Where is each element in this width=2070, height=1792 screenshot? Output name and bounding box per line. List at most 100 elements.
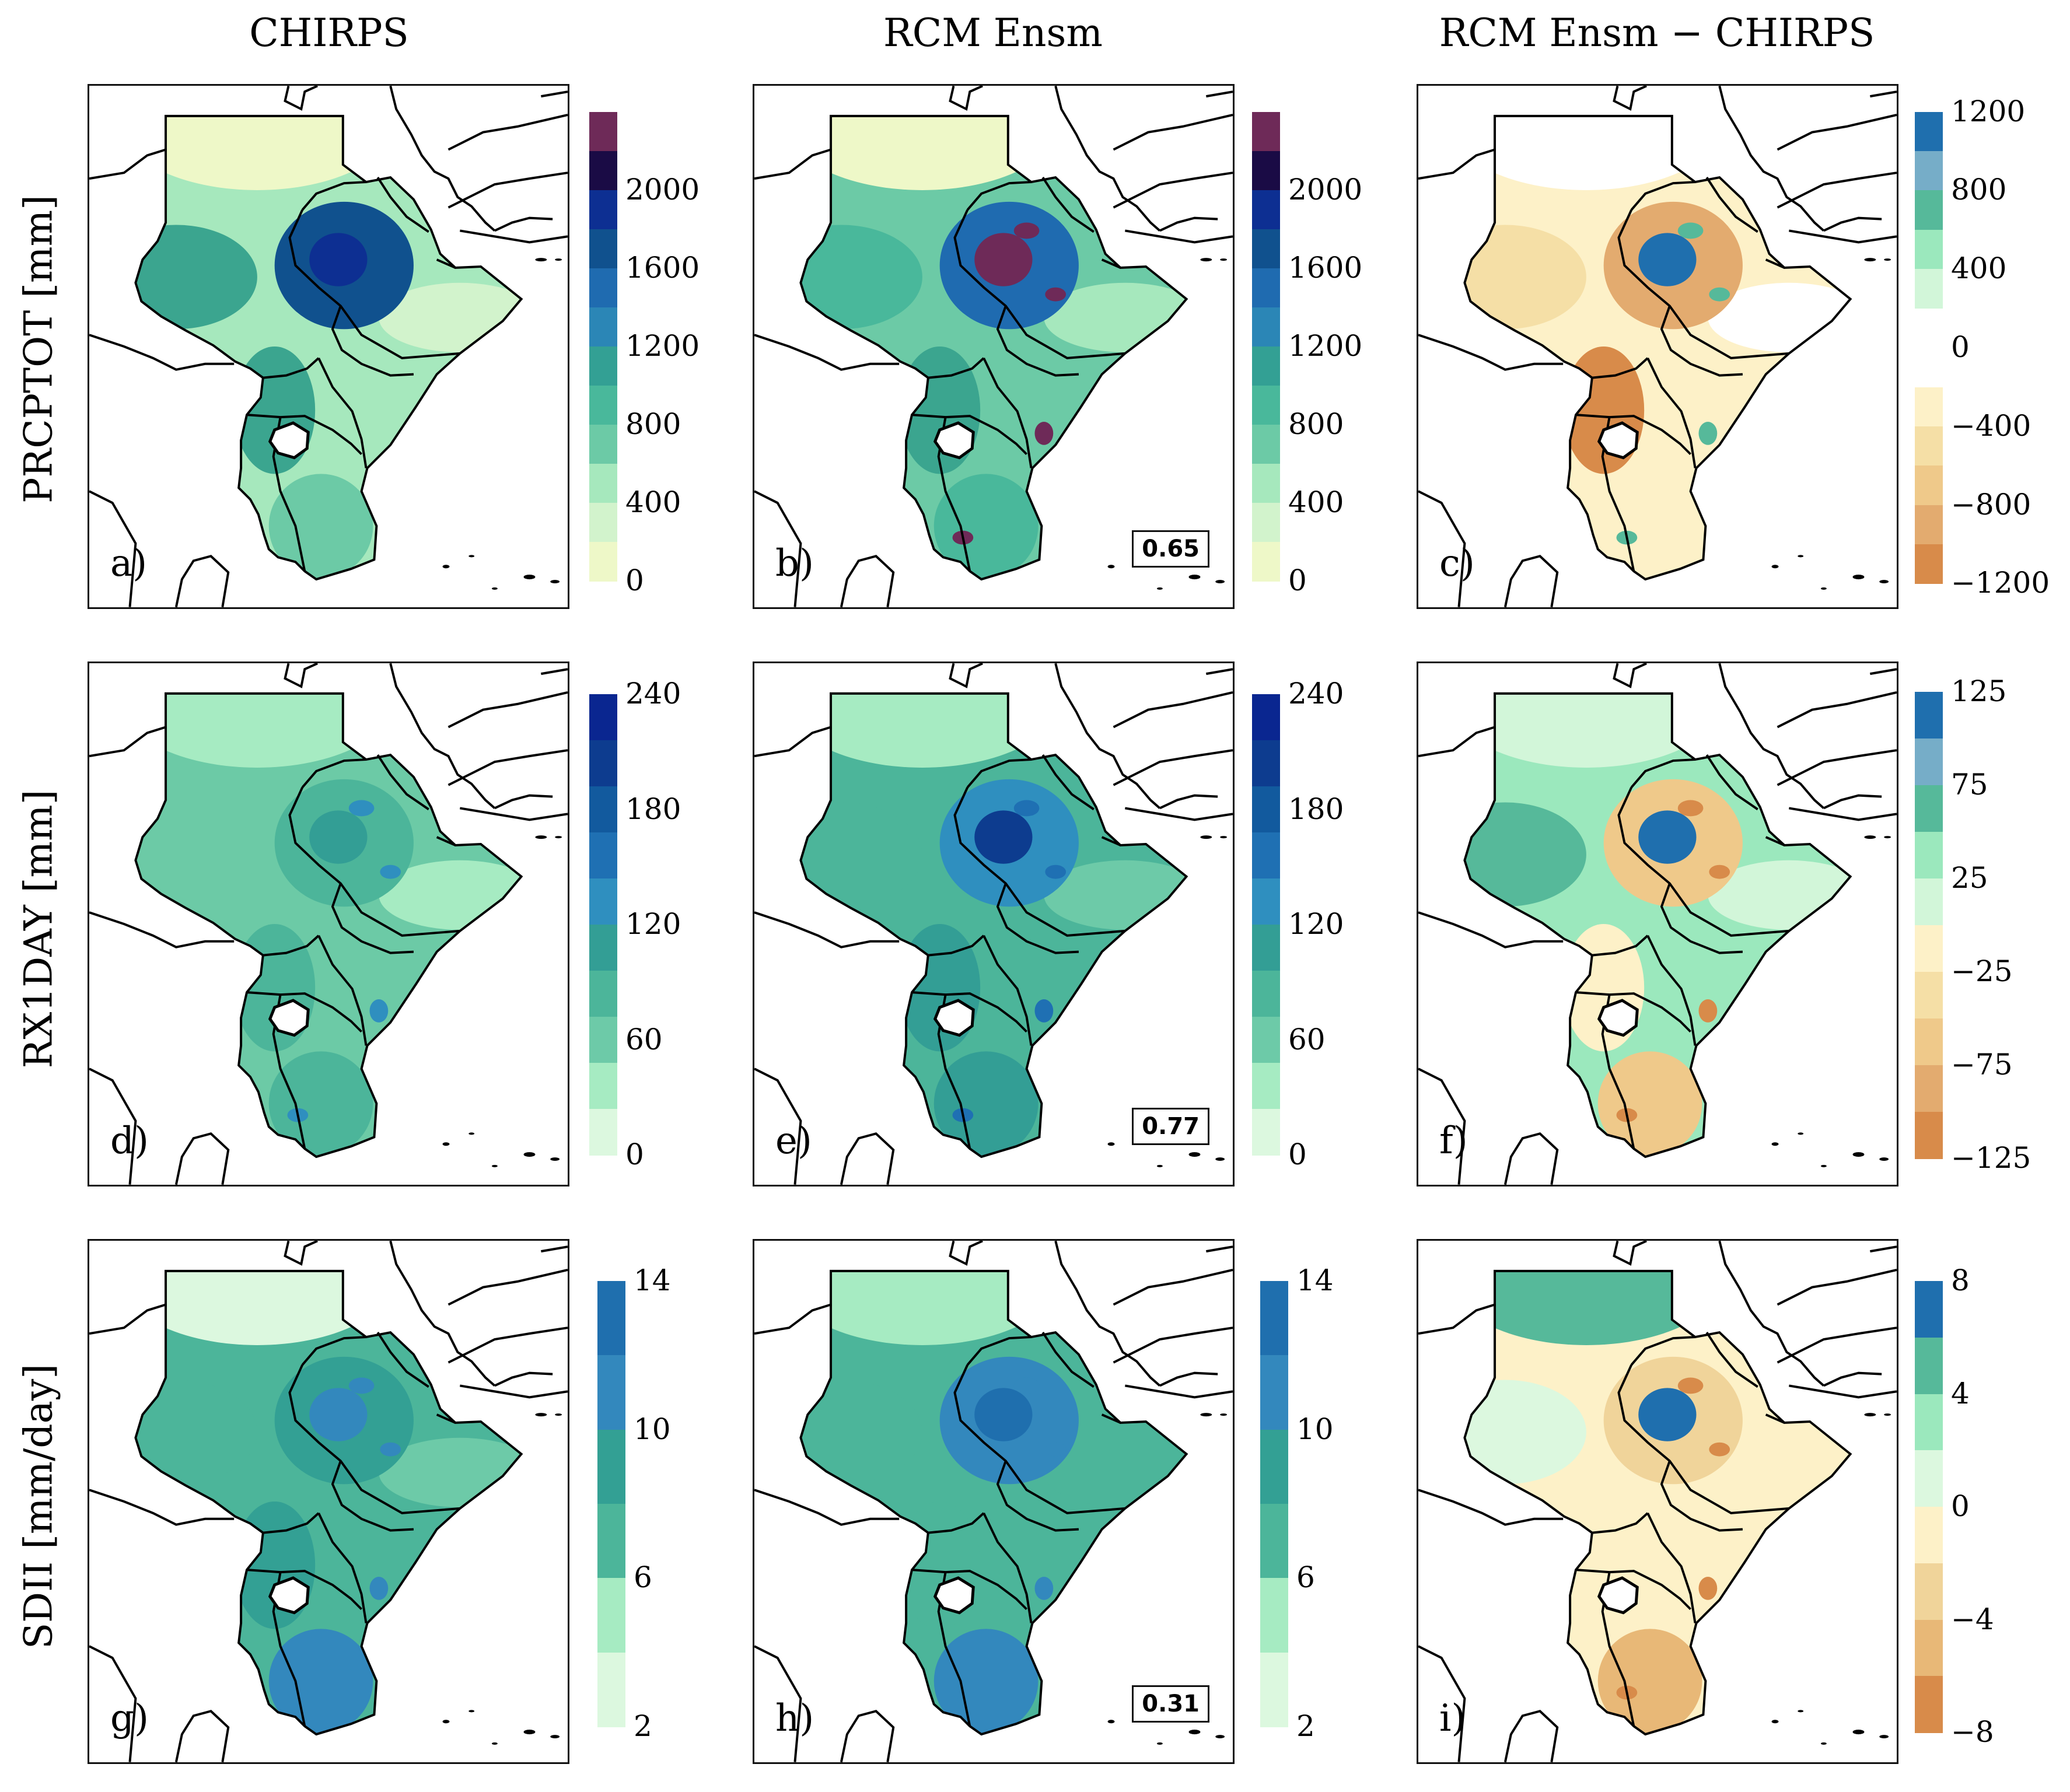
island: [1771, 565, 1779, 569]
colorbar-segment: [1252, 307, 1280, 347]
country-border: [966, 1336, 1031, 1366]
outside-coastline: [1777, 749, 1897, 786]
colorbar-tick-label: −400: [1951, 409, 2031, 443]
country-border: [928, 935, 985, 957]
colorbar-segment: [1915, 1676, 1943, 1733]
colorbar-segment: [1915, 832, 1943, 879]
island: [491, 587, 498, 590]
island: [1820, 587, 1827, 590]
outside-coastline: [89, 726, 166, 758]
lake-victoria: [933, 421, 975, 460]
country-border: [1705, 754, 1758, 811]
outside-coastline: [89, 490, 137, 607]
panel-label: a): [110, 542, 148, 585]
colorbar-segment: [1915, 1563, 1943, 1620]
country-border: [1101, 1413, 1121, 1424]
colorbar-segment: [589, 1017, 617, 1063]
outside-coastline: [1159, 216, 1218, 232]
map-panel-h: h) 0.31: [753, 1239, 1235, 1764]
outside-coastline: [1418, 334, 1564, 371]
colorbar-tick-label: −25: [1951, 954, 2013, 988]
outside-coastline: [1418, 726, 1495, 758]
country-border: [1592, 1512, 1649, 1534]
outside-coastline: [1418, 490, 1466, 607]
island: [1879, 580, 1889, 584]
colorbar-segment: [589, 425, 617, 464]
outside-coastline: [447, 172, 568, 209]
map-panel-f: f): [1417, 662, 1898, 1186]
island: [491, 1742, 498, 1745]
country-border: [288, 209, 460, 359]
column-title-rcm-ensm: RCM Ensm: [883, 10, 1103, 55]
island: [1798, 555, 1804, 558]
country-border: [1575, 1569, 1691, 1611]
outside-coastline: [1503, 555, 1559, 607]
outside-coastline: [754, 1645, 802, 1762]
outside-coastline: [1613, 86, 1647, 111]
region-outline: [1463, 114, 1852, 581]
outside-coastline: [754, 490, 802, 607]
country-border: [996, 883, 1079, 954]
country-border: [966, 758, 1031, 789]
island: [468, 555, 475, 558]
outside-coastline: [1418, 911, 1564, 949]
colorbar-tick-label: 10: [1296, 1412, 1334, 1446]
colorbar-segment: [589, 740, 617, 787]
colorbar-tick-label: 2: [634, 1709, 652, 1743]
outside-coastline: [494, 216, 553, 232]
colorbar-segment: [1915, 1394, 1943, 1451]
colorbar-segment: [1915, 466, 1943, 506]
rainfall-field: [1464, 1270, 1851, 1735]
outside-coastline: [1113, 172, 1233, 209]
outside-coastline: [284, 1241, 318, 1266]
island: [442, 1720, 450, 1724]
colorbar-tick-label: 400: [1951, 251, 2007, 285]
island: [1771, 1142, 1779, 1146]
island: [1852, 575, 1865, 580]
outside-coastline: [89, 1303, 166, 1335]
country-border: [1646, 1512, 1697, 1623]
colorbar-tick-label: 60: [625, 1022, 663, 1056]
country-border: [1041, 177, 1095, 233]
country-border: [317, 1512, 368, 1623]
panel-label: c): [1439, 542, 1475, 585]
colorbar-rx1day-chirps: [589, 694, 617, 1156]
country-border: [246, 1569, 362, 1611]
outside-coastline: [1125, 1384, 1233, 1399]
country-border: [1617, 1364, 1789, 1514]
colorbar-segment: [1252, 464, 1280, 503]
colorbar-segment: [1252, 878, 1280, 925]
panel-label: f): [1439, 1119, 1468, 1163]
country-border: [982, 935, 1033, 1046]
colorbar-segment: [1915, 925, 1943, 972]
lake-victoria: [1597, 421, 1639, 460]
outside-coastline: [1777, 1326, 1897, 1364]
country-border: [436, 836, 456, 846]
outside-coastline: [1777, 172, 1897, 209]
island: [1215, 580, 1225, 584]
colorbar-tick-label: 0: [1288, 564, 1307, 597]
country-border: [1101, 836, 1121, 846]
colorbar-tick-label: 240: [625, 677, 681, 710]
country-border: [1630, 181, 1695, 211]
colorbar-segment: [1252, 1063, 1280, 1110]
country-border: [1630, 1336, 1695, 1366]
colorbar-sdii-rcm: [1260, 1281, 1288, 1727]
colorbar-segment: [1915, 1507, 1943, 1564]
colorbar-tick-label: 1200: [1288, 329, 1363, 363]
island: [1820, 1742, 1827, 1745]
row-title-prcptot: PRCPTOT [mm]: [16, 195, 61, 503]
colorbar-segment: [1260, 1504, 1288, 1579]
island: [468, 1132, 475, 1135]
island: [468, 1710, 475, 1713]
country-border: [1592, 935, 1649, 957]
outside-coastline: [1869, 668, 1897, 676]
outside-coastline: [1503, 1710, 1559, 1762]
colorbar-segment: [1252, 425, 1280, 464]
lake-victoria: [933, 1576, 975, 1615]
country-border: [1646, 357, 1697, 468]
country-border: [1646, 935, 1697, 1046]
rainfall-field: [1464, 116, 1851, 580]
island: [1879, 1157, 1889, 1161]
colorbar-segment: [589, 878, 617, 925]
